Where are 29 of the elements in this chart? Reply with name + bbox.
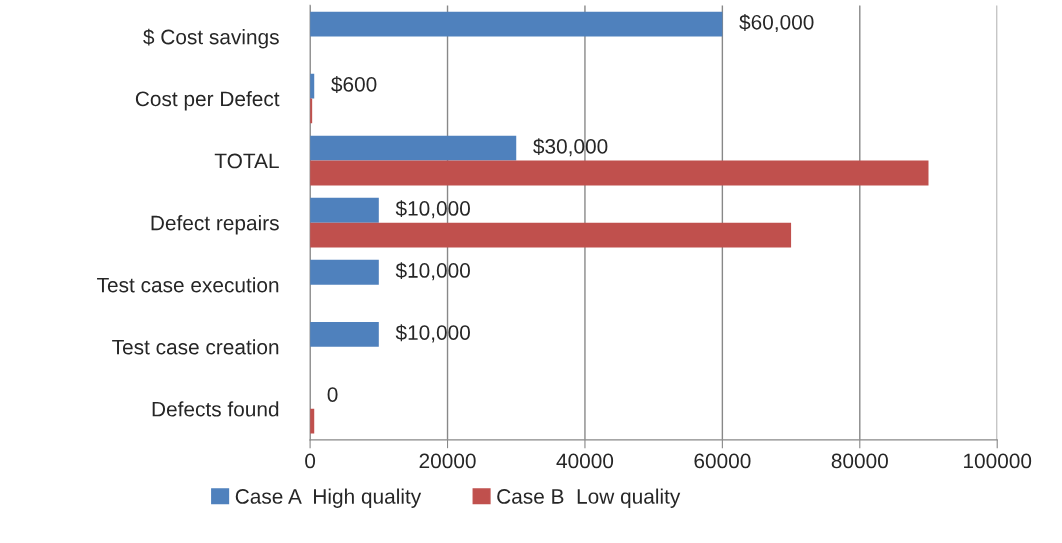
bar	[310, 135, 517, 161]
legend-label: Case B Low quality	[497, 488, 681, 508]
bar	[310, 222, 792, 248]
data-label: $10,000	[395, 324, 470, 343]
y-tick-label: Defects found	[152, 401, 279, 417]
x-tick-label: 20000	[419, 453, 476, 469]
x-tick-label: 80000	[831, 453, 888, 469]
data-label: 0	[327, 387, 338, 402]
x-tick-label: 100000	[964, 453, 1032, 469]
data-label: $30,000	[533, 138, 608, 157]
y-tick-label: Test case execution	[97, 277, 279, 293]
bar	[310, 11, 723, 37]
x-tick-label: 0	[305, 453, 316, 469]
x-tick-label: 40000	[556, 453, 614, 469]
bar	[310, 197, 379, 223]
data-label: $600	[331, 76, 377, 93]
bar	[310, 259, 379, 285]
bar	[310, 321, 379, 347]
y-tick-label: Test case creation	[112, 339, 279, 355]
legend-label: Case A High quality	[235, 488, 422, 508]
y-tick-label: Defect repairs	[151, 215, 279, 235]
bar	[310, 160, 929, 186]
x-tick-label: 60000	[694, 453, 751, 469]
data-label: $10,000	[395, 200, 470, 219]
y-tick-label: $ Cost savings	[143, 28, 279, 49]
y-tick-label: TOTAL	[214, 153, 279, 169]
data-label: $60,000	[739, 14, 814, 33]
y-tick-label: Cost per Defect	[135, 90, 280, 111]
data-label: $10,000	[395, 262, 470, 281]
